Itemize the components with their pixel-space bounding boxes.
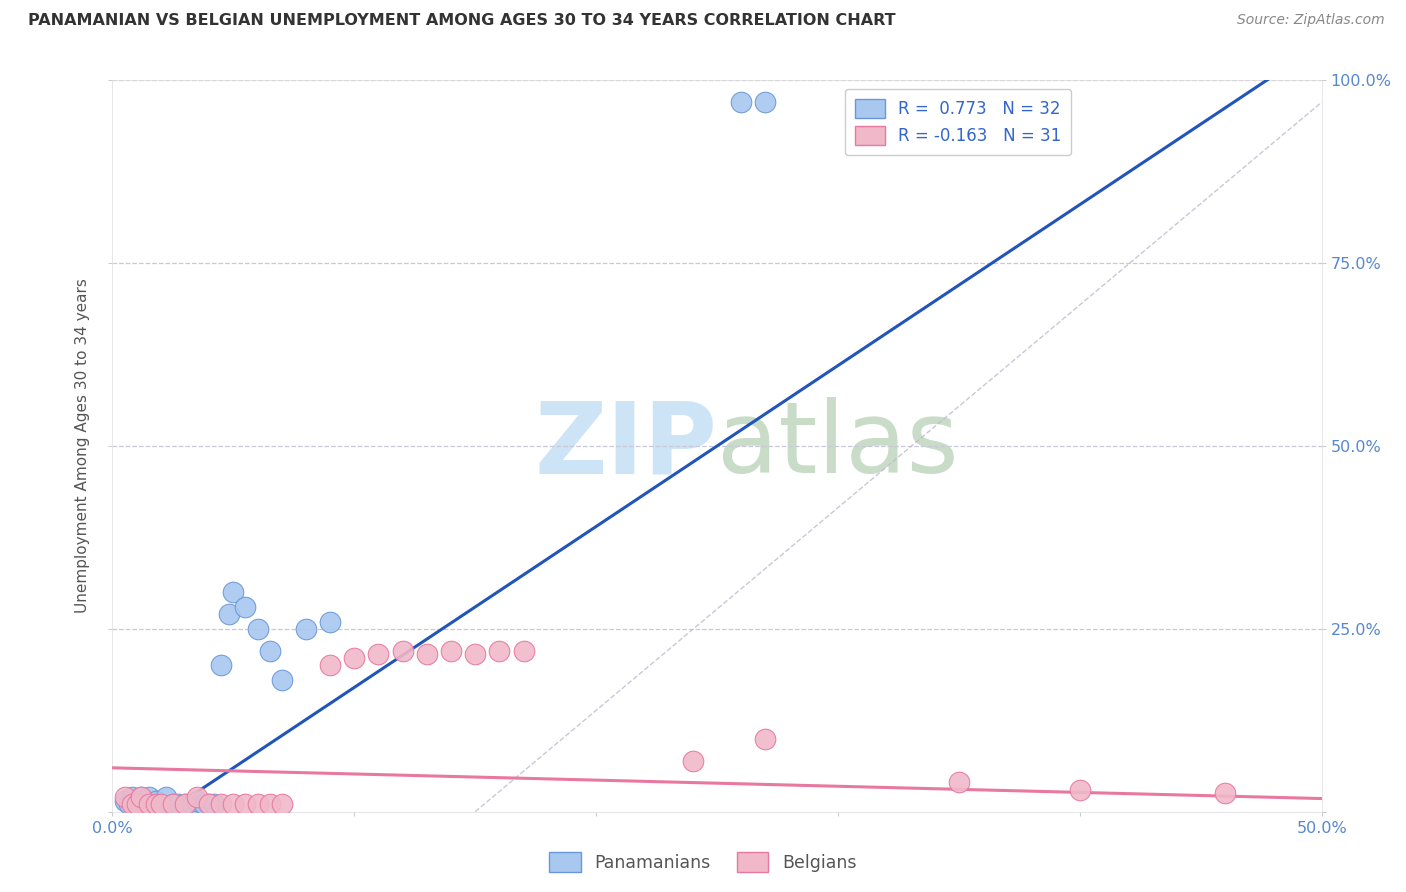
Y-axis label: Unemployment Among Ages 30 to 34 years: Unemployment Among Ages 30 to 34 years <box>75 278 90 614</box>
Point <box>295 622 318 636</box>
Point <box>125 797 148 812</box>
Point <box>131 790 153 805</box>
Point <box>235 599 257 614</box>
Point <box>186 790 208 805</box>
Point <box>198 797 221 812</box>
Text: Source: ZipAtlas.com: Source: ZipAtlas.com <box>1237 13 1385 28</box>
Text: atlas: atlas <box>717 398 959 494</box>
Point <box>222 797 245 812</box>
Legend: R =  0.773   N = 32, R = -0.163   N = 31: R = 0.773 N = 32, R = -0.163 N = 31 <box>845 88 1071 155</box>
Point <box>162 797 184 812</box>
Point <box>114 790 136 805</box>
Point <box>145 797 167 812</box>
Point <box>343 651 366 665</box>
Point <box>149 797 172 812</box>
Point <box>166 797 188 812</box>
Point <box>319 615 342 629</box>
Point <box>391 644 413 658</box>
Point <box>246 797 269 812</box>
Point <box>270 797 292 812</box>
Point <box>198 797 221 812</box>
Point <box>416 648 439 662</box>
Point <box>754 95 776 110</box>
Point <box>118 797 141 812</box>
Point <box>162 797 184 812</box>
Point <box>259 797 281 812</box>
Point <box>186 794 208 808</box>
Point <box>125 797 148 812</box>
Point <box>209 797 232 812</box>
Point <box>155 790 177 805</box>
Point <box>1213 787 1236 801</box>
Point <box>246 622 269 636</box>
Point <box>440 644 463 658</box>
Point <box>181 797 204 812</box>
Point <box>138 797 160 812</box>
Point <box>948 775 970 789</box>
Point <box>1069 782 1091 797</box>
Point <box>235 797 257 812</box>
Point <box>367 648 389 662</box>
Point <box>132 797 155 812</box>
Point <box>682 754 704 768</box>
Point <box>259 644 281 658</box>
Point <box>270 673 292 687</box>
Point <box>488 644 510 658</box>
Point <box>138 797 160 812</box>
Text: ZIP: ZIP <box>534 398 717 494</box>
Point <box>218 607 240 622</box>
Point <box>114 794 136 808</box>
Point <box>125 794 148 808</box>
Point <box>319 658 342 673</box>
Point <box>209 658 232 673</box>
Point <box>754 731 776 746</box>
Point <box>145 794 167 808</box>
Point <box>149 797 172 812</box>
Point <box>174 797 197 812</box>
Point <box>464 648 486 662</box>
Point <box>138 790 160 805</box>
Point <box>174 797 197 812</box>
Legend: Panamanians, Belgians: Panamanians, Belgians <box>543 845 863 879</box>
Point <box>131 790 153 805</box>
Point <box>512 644 534 658</box>
Point <box>121 797 143 812</box>
Point <box>202 797 225 812</box>
Point <box>193 797 215 812</box>
Point <box>730 95 752 110</box>
Point <box>222 585 245 599</box>
Point <box>121 790 143 805</box>
Text: PANAMANIAN VS BELGIAN UNEMPLOYMENT AMONG AGES 30 TO 34 YEARS CORRELATION CHART: PANAMANIAN VS BELGIAN UNEMPLOYMENT AMONG… <box>28 13 896 29</box>
Point <box>131 797 153 812</box>
